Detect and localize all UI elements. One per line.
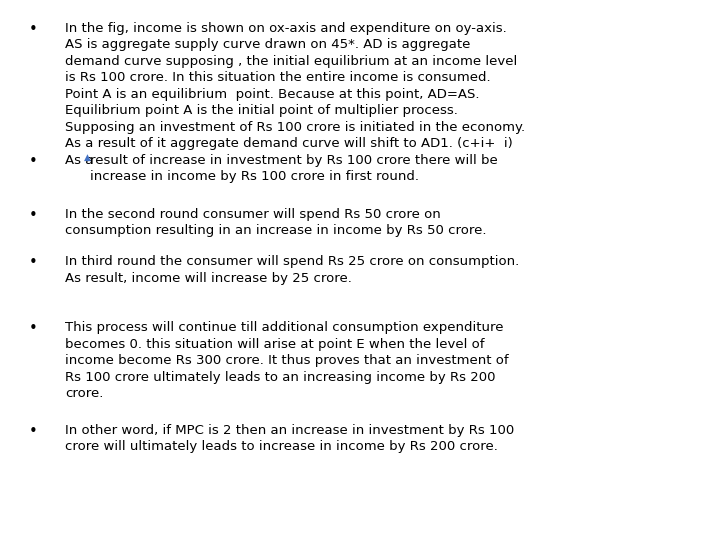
Text: As a: As a [65,154,93,167]
Text: •: • [29,321,37,336]
Text: In the second round consumer will spend Rs 50 crore on
consumption resulting in : In the second round consumer will spend … [65,208,486,238]
Text: •: • [29,154,37,169]
Text: •: • [29,255,37,271]
Text: In other word, if MPC is 2 then an increase in investment by Rs 100
crore will u: In other word, if MPC is 2 then an incre… [65,424,514,454]
Text: •: • [29,22,37,37]
Text: In the fig, income is shown on ox-axis and expenditure on oy-axis.
AS is aggrega: In the fig, income is shown on ox-axis a… [65,22,525,150]
Text: In third round the consumer will spend Rs 25 crore on consumption.
As result, in: In third round the consumer will spend R… [65,255,519,285]
Text: result of increase in investment by Rs 100 crore there will be
increase in incom: result of increase in investment by Rs 1… [90,154,498,184]
Text: •: • [29,208,37,223]
Text: ▲: ▲ [84,153,91,162]
Text: •: • [29,424,37,439]
Text: This process will continue till additional consumption expenditure
becomes 0. th: This process will continue till addition… [65,321,508,400]
